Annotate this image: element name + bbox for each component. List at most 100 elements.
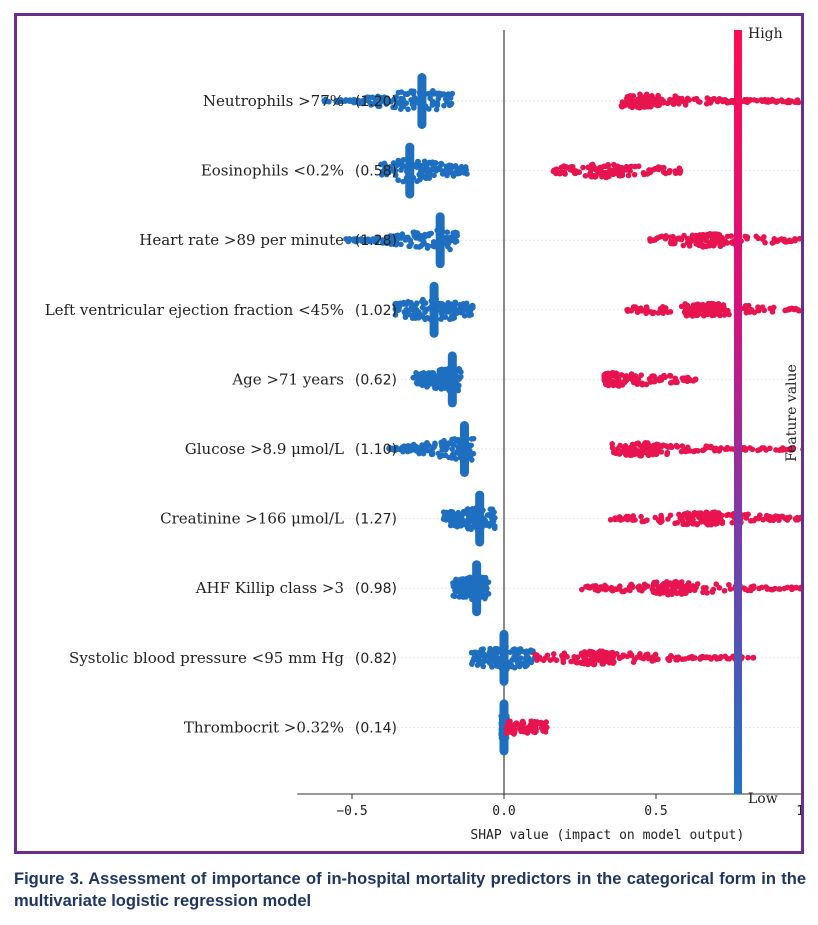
high-point bbox=[614, 515, 621, 522]
high-point bbox=[650, 166, 657, 173]
high-point bbox=[650, 373, 656, 379]
high-point bbox=[626, 98, 633, 104]
low-point bbox=[480, 517, 486, 523]
low-point bbox=[413, 379, 420, 386]
high-point bbox=[685, 655, 692, 661]
low-point bbox=[434, 227, 440, 234]
low-point bbox=[468, 510, 475, 517]
high-point bbox=[630, 513, 637, 519]
high-point bbox=[527, 726, 534, 733]
low-point bbox=[399, 162, 405, 169]
high-point bbox=[728, 233, 735, 239]
high-point bbox=[627, 168, 633, 174]
high-point bbox=[669, 379, 675, 386]
high-point bbox=[557, 170, 563, 177]
low-point bbox=[368, 102, 374, 108]
low-point bbox=[429, 91, 435, 97]
low-point bbox=[429, 451, 436, 457]
high-point bbox=[776, 517, 782, 524]
high-point bbox=[544, 652, 551, 659]
low-point bbox=[414, 448, 421, 455]
high-point bbox=[659, 587, 665, 594]
low-point bbox=[458, 517, 464, 524]
high-point bbox=[685, 444, 691, 451]
high-value-points bbox=[624, 300, 801, 319]
high-point bbox=[707, 239, 714, 246]
low-point bbox=[470, 303, 476, 309]
low-point bbox=[394, 162, 400, 169]
high-point bbox=[628, 163, 634, 170]
high-point bbox=[770, 517, 777, 524]
low-point bbox=[410, 174, 417, 181]
high-point bbox=[767, 445, 773, 452]
high-point bbox=[755, 447, 761, 454]
high-point bbox=[743, 515, 750, 521]
low-point bbox=[431, 172, 437, 179]
high-point bbox=[689, 237, 695, 244]
low-point bbox=[439, 366, 445, 373]
feature-importance-value: (0.62) bbox=[355, 372, 397, 388]
feature-name: Thrombocrit >0.32% bbox=[184, 718, 344, 736]
low-point bbox=[424, 242, 431, 249]
high-point bbox=[720, 241, 727, 247]
high-point bbox=[684, 239, 691, 246]
high-point bbox=[653, 235, 660, 242]
high-point bbox=[666, 657, 673, 664]
high-point bbox=[784, 584, 791, 591]
high-point bbox=[692, 376, 699, 383]
low-point bbox=[452, 232, 459, 239]
high-point bbox=[578, 586, 585, 593]
low-point bbox=[448, 91, 454, 98]
x-tick-label: 1.0 bbox=[796, 804, 801, 819]
high-point bbox=[504, 729, 510, 736]
high-point bbox=[776, 237, 782, 243]
low-point bbox=[483, 522, 489, 528]
low-point bbox=[355, 97, 361, 104]
low-point bbox=[430, 297, 436, 304]
low-point bbox=[395, 89, 402, 96]
high-point bbox=[712, 238, 719, 245]
low-point bbox=[417, 95, 423, 101]
low-point bbox=[395, 177, 401, 183]
low-point bbox=[393, 444, 400, 451]
high-point bbox=[755, 304, 761, 310]
high-point bbox=[638, 305, 644, 311]
high-point bbox=[722, 446, 729, 453]
high-point bbox=[580, 164, 586, 171]
low-point bbox=[423, 440, 430, 447]
low-value-points bbox=[468, 629, 537, 686]
high-point bbox=[638, 452, 645, 459]
low-point bbox=[449, 436, 455, 443]
low-point bbox=[375, 103, 381, 109]
low-point bbox=[370, 236, 376, 242]
low-point bbox=[429, 101, 436, 107]
high-point bbox=[684, 521, 691, 528]
high-point bbox=[594, 166, 601, 173]
high-point bbox=[538, 725, 545, 731]
high-point bbox=[723, 512, 730, 519]
low-point bbox=[444, 445, 450, 451]
high-point bbox=[609, 441, 615, 447]
low-point bbox=[480, 646, 486, 652]
high-point bbox=[568, 658, 574, 665]
high-point bbox=[759, 304, 766, 310]
high-point bbox=[641, 581, 648, 588]
high-point bbox=[608, 381, 615, 388]
low-point bbox=[354, 238, 360, 244]
feature-importance-value: (1.28) bbox=[355, 233, 397, 249]
low-point bbox=[489, 509, 496, 515]
low-point bbox=[343, 97, 349, 103]
high-point bbox=[607, 169, 614, 176]
high-point bbox=[777, 586, 783, 592]
high-point bbox=[650, 589, 657, 595]
feature-importance-value: (0.58) bbox=[355, 164, 397, 180]
low-point bbox=[499, 722, 506, 729]
low-point bbox=[483, 586, 490, 593]
low-point bbox=[503, 648, 509, 655]
low-point bbox=[499, 734, 506, 741]
high-point bbox=[674, 520, 681, 526]
high-point bbox=[704, 311, 711, 318]
high-point bbox=[722, 97, 729, 103]
low-point bbox=[433, 106, 440, 113]
high-point bbox=[627, 103, 633, 109]
